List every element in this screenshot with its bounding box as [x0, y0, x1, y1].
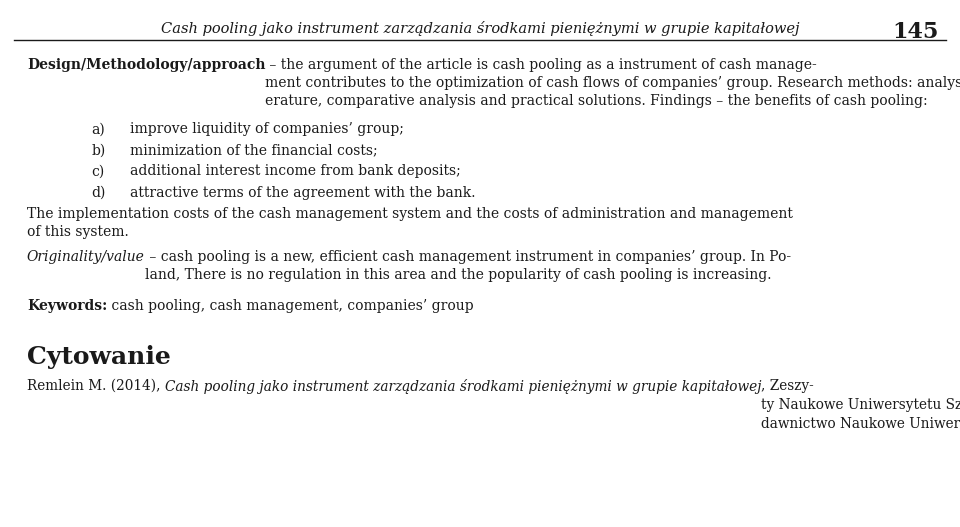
Text: c): c) — [91, 164, 105, 179]
Text: additional interest income from bank deposits;: additional interest income from bank dep… — [130, 164, 461, 179]
Text: b): b) — [91, 143, 106, 158]
Text: – the argument of the article is cash pooling as a instrument of cash manage-
me: – the argument of the article is cash po… — [265, 58, 960, 109]
Text: Cash pooling jako instrument zarządzania środkami pieniężnymi w grupie kapitałow: Cash pooling jako instrument zarządzania… — [165, 379, 761, 394]
Text: Originality/value: Originality/value — [27, 250, 145, 264]
Text: Cash pooling jako instrument zarządzania środkami pieniężnymi w grupie kapitałow: Cash pooling jako instrument zarządzania… — [160, 21, 800, 36]
Text: 145: 145 — [893, 21, 939, 43]
Text: Cytowanie: Cytowanie — [27, 345, 171, 369]
Text: Remlein M. (2014),: Remlein M. (2014), — [27, 379, 165, 393]
Text: The implementation costs of the cash management system and the costs of administ: The implementation costs of the cash man… — [27, 207, 793, 239]
Text: – cash pooling is a new, efficient cash management instrument in companies’ grou: – cash pooling is a new, efficient cash … — [145, 250, 791, 282]
Text: Design/Methodology/approach: Design/Methodology/approach — [27, 58, 265, 72]
Text: , Zeszy-
ty Naukowe Uniwersytetu Szczecińskiego nr 827, „Finanse, Rynki Finansow: , Zeszy- ty Naukowe Uniwersytetu Szczeci… — [761, 379, 960, 431]
Text: d): d) — [91, 186, 106, 200]
Text: a): a) — [91, 122, 105, 136]
Text: attractive terms of the agreement with the bank.: attractive terms of the agreement with t… — [130, 186, 475, 200]
Text: minimization of the financial costs;: minimization of the financial costs; — [130, 143, 377, 158]
Text: cash pooling, cash management, companies’ group: cash pooling, cash management, companies… — [108, 299, 473, 314]
Text: improve liquidity of companies’ group;: improve liquidity of companies’ group; — [130, 122, 403, 136]
Text: Keywords:: Keywords: — [27, 299, 108, 314]
